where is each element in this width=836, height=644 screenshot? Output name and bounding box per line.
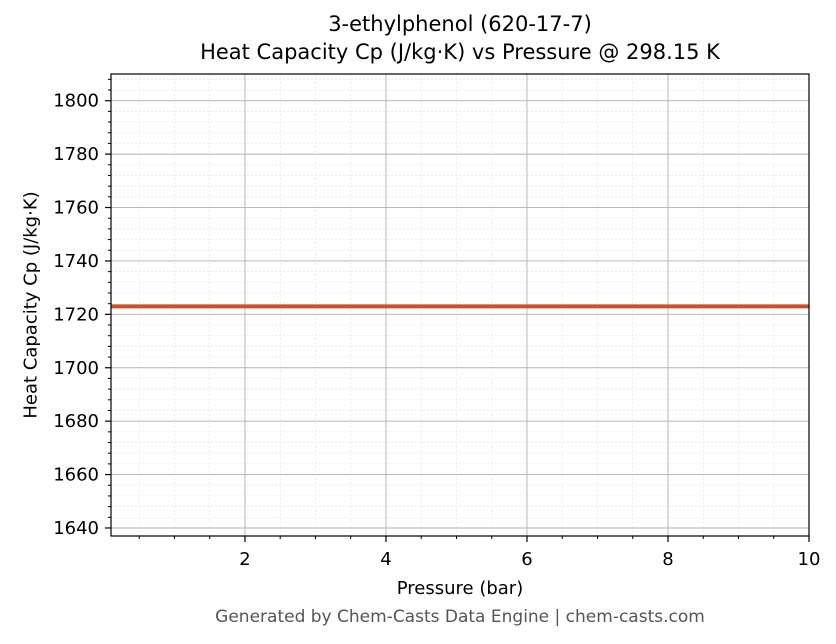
y-tick-label: 1720 <box>53 304 99 325</box>
x-tick-label: 10 <box>798 549 821 570</box>
y-tick-label: 1640 <box>53 518 99 539</box>
plot-frame <box>110 73 810 537</box>
y-tick-label: 1740 <box>53 251 99 272</box>
x-tick-label: 8 <box>662 549 673 570</box>
y-tick-label: 1760 <box>53 198 99 219</box>
y-tick-label: 1680 <box>53 411 99 432</box>
x-tick-label: 6 <box>521 549 532 570</box>
chart-subtitle: Heat Capacity Cp (J/kg·K) vs Pressure @ … <box>200 40 720 64</box>
x-tick-label: 2 <box>239 549 250 570</box>
minor-grid <box>111 74 809 536</box>
footer-credit: Generated by Chem-Casts Data Engine | ch… <box>215 607 705 627</box>
x-axis-label: Pressure (bar) <box>397 578 523 599</box>
y-tick-label: 1700 <box>53 358 99 379</box>
axis-ticks <box>105 78 810 542</box>
x-tick-label: 4 <box>380 549 391 570</box>
axis-tick-labels: 2 4 6 8 10 1640 1660 1680 1700 1720 1740 1760 1780 18… <box>53 91 820 570</box>
chart-title: 3-ethylphenol (620-17-7) <box>328 12 592 36</box>
y-tick-label: 1800 <box>53 91 99 112</box>
y-tick-label: 1660 <box>53 465 99 486</box>
y-axis-label: Heat Capacity Cp (J/kg·K) <box>20 191 41 418</box>
y-tick-label: 1780 <box>53 144 99 165</box>
